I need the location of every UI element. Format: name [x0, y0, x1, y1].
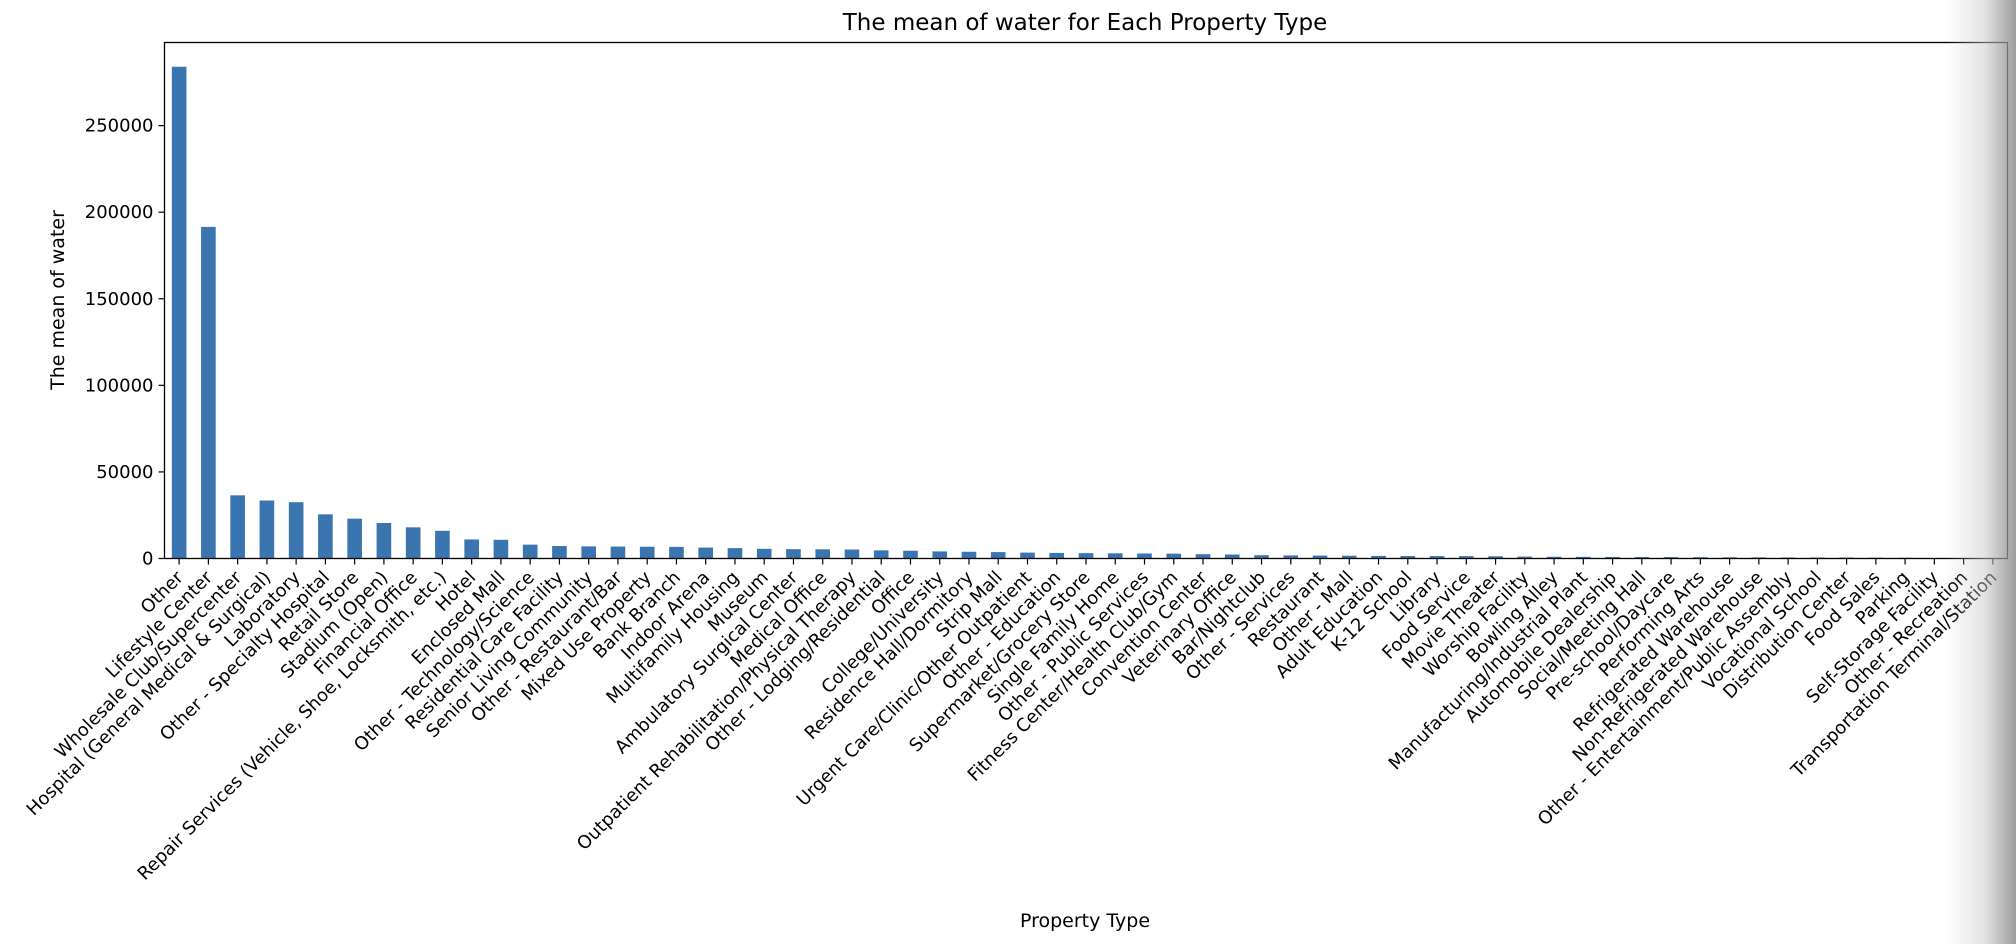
- bars-group: [171, 66, 1971, 559]
- y-tick-label: 200000: [85, 202, 154, 223]
- bar: [1341, 555, 1357, 559]
- bar: [1020, 552, 1035, 559]
- bar: [844, 549, 860, 559]
- bar: [1371, 555, 1386, 559]
- bar: [1576, 556, 1591, 559]
- y-tick-label: 100000: [85, 375, 154, 396]
- bar: [639, 546, 655, 559]
- bar: [1312, 555, 1328, 559]
- bar: [493, 539, 509, 559]
- bar: [1049, 552, 1065, 559]
- bar: [347, 518, 362, 559]
- bar: [1283, 555, 1299, 559]
- bar: [1400, 555, 1416, 559]
- bar: [932, 551, 948, 559]
- y-axis-ticks: 0 50000 100000 150000 200000 250000: [85, 116, 165, 570]
- plot-frame: [163, 41, 2009, 560]
- bar: [815, 549, 831, 559]
- bar: [1663, 557, 1679, 559]
- bar: [1195, 554, 1211, 559]
- bar: [1488, 556, 1503, 559]
- bar: [698, 547, 714, 559]
- bar: [318, 514, 333, 559]
- bar: [1166, 553, 1182, 559]
- x-axis-label: Property Type: [1020, 910, 1150, 932]
- bar: [727, 548, 743, 559]
- bar: [1107, 553, 1123, 559]
- bar: [786, 549, 801, 559]
- chart-title: The mean of water for Each Property Type: [842, 10, 1328, 36]
- bar: [1078, 553, 1094, 559]
- y-tick-label: 150000: [85, 289, 154, 310]
- bar: [230, 495, 245, 559]
- bar: [756, 548, 772, 559]
- page-edge-shadow: [1946, 0, 2016, 944]
- bar: [522, 544, 538, 559]
- bar: [990, 552, 1006, 559]
- bar: [376, 523, 392, 559]
- bar: [1137, 553, 1152, 559]
- bar: [259, 500, 275, 559]
- y-tick-label: 50000: [96, 462, 153, 483]
- y-axis-label: The mean of water: [47, 210, 69, 391]
- bar: [552, 546, 567, 559]
- bar: [669, 546, 684, 559]
- bar: [405, 527, 421, 559]
- bar: [1546, 556, 1562, 559]
- y-tick-label: 0: [142, 549, 153, 570]
- bar: [873, 550, 889, 559]
- bar: [581, 546, 596, 559]
- bar: [435, 530, 450, 559]
- bar: [961, 551, 977, 559]
- bar: [1517, 556, 1533, 559]
- bar: [201, 226, 216, 559]
- bar: [610, 546, 626, 559]
- bar: [903, 550, 918, 559]
- bar: [1254, 555, 1269, 559]
- bar: [1693, 557, 1708, 559]
- bar: [1224, 554, 1240, 559]
- bar: [464, 539, 479, 559]
- bar: [288, 502, 304, 559]
- y-tick-label: 250000: [85, 116, 154, 137]
- bar: [1634, 557, 1650, 559]
- bar: [1458, 556, 1474, 559]
- bar: [1605, 556, 1620, 559]
- bar: [1429, 556, 1445, 559]
- bar: [171, 66, 187, 559]
